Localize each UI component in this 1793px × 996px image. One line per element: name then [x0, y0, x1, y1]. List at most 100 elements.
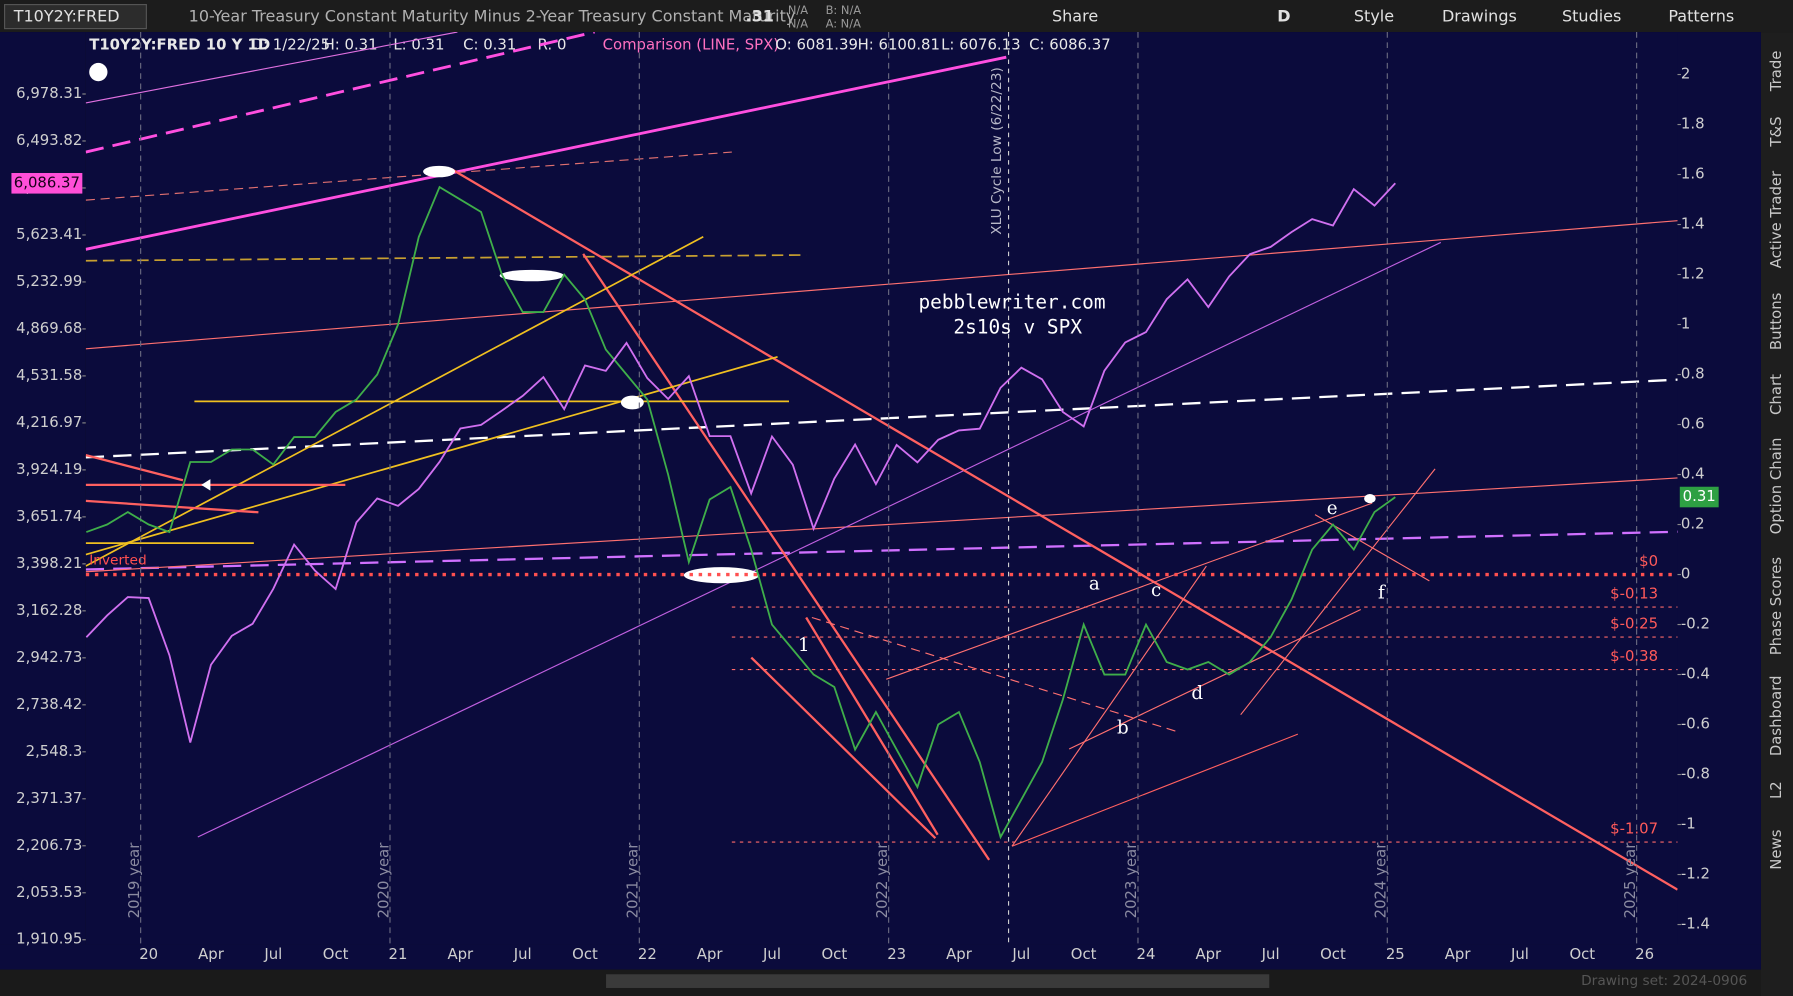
x-tick-label: Oct — [323, 945, 349, 963]
x-tick-label: Apr — [447, 945, 474, 963]
trendline — [85, 499, 259, 514]
y-tick-label: 2,942.73 — [16, 648, 82, 666]
scroll-thumb[interactable] — [606, 974, 1270, 988]
left-axis-area — [0, 32, 86, 945]
y-tick-label: 3,924.19 — [16, 460, 82, 478]
wave-label: b — [1117, 717, 1129, 738]
y-tick-label: 1,910.95 — [16, 930, 82, 948]
comparison-field: L: 6076.13 — [941, 36, 1020, 54]
comparison-label: Comparison (LINE, SPX) — [603, 36, 779, 54]
quote: B: N/A — [826, 3, 862, 17]
sidebar-tab[interactable]: Option Chain — [1767, 438, 1785, 535]
last-value-tag — [1679, 486, 1719, 508]
sidebar-tab[interactable]: Active Trader — [1767, 170, 1785, 268]
wave-label: c — [1151, 580, 1161, 601]
sidebar — [1760, 32, 1793, 996]
level-label: $0 — [1639, 552, 1658, 570]
trendline — [85, 55, 1007, 251]
level-label: $-1.07 — [1610, 819, 1658, 837]
trendline — [750, 656, 937, 840]
y2-tick-label: -0.8 — [1681, 765, 1710, 783]
marker — [683, 567, 760, 584]
series-line — [85, 182, 1396, 743]
x-tick-label: 21 — [389, 945, 408, 963]
symbol-box[interactable] — [4, 4, 147, 30]
x-tick-label: Oct — [821, 945, 847, 963]
trendline — [197, 241, 1442, 838]
drawings-button[interactable]: Drawings — [1442, 7, 1517, 26]
y-tick-label: 2,371.37 — [16, 789, 82, 807]
trendline — [886, 502, 1373, 680]
share-button[interactable]: Share — [1052, 7, 1098, 26]
y2-tick-label: -1.4 — [1681, 915, 1710, 933]
symbol[interactable]: T10Y2Y:FRED — [13, 7, 120, 26]
sidebar-tab[interactable]: L2 — [1767, 781, 1785, 799]
y2-tick-label: 0.6 — [1681, 415, 1705, 433]
y2-tick-label: -0.4 — [1681, 665, 1710, 683]
x-tick-label: Apr — [697, 945, 724, 963]
x-tick-label: Jul — [762, 945, 781, 963]
sidebar-tab[interactable]: Dashboard — [1767, 676, 1785, 757]
x-tick-label: Jul — [1510, 945, 1529, 963]
header-field: H: 0.31 — [324, 36, 378, 54]
y2-tick-label: -1.2 — [1681, 865, 1710, 883]
sidebar-tab[interactable]: T&S — [1767, 116, 1785, 147]
drawings — [85, 32, 1678, 945]
trendline — [85, 378, 1678, 459]
y2-tick-label: 2 — [1681, 65, 1690, 83]
wave-label: a — [1089, 573, 1100, 594]
toolbar — [0, 0, 1793, 33]
y-tick-label: 6,493.82 — [16, 131, 82, 149]
marker — [1364, 493, 1376, 504]
trendline — [811, 616, 1178, 733]
level-label: $-0.38 — [1610, 647, 1658, 665]
quote: N/A — [788, 3, 808, 17]
trendline — [85, 254, 807, 262]
quote: A: N/A — [826, 17, 861, 31]
sidebar-tab[interactable]: Trade — [1767, 51, 1785, 93]
trendline — [1011, 565, 1207, 847]
y-tick-label: 2,053.53 — [16, 883, 82, 901]
x-tick-label: Jul — [263, 945, 282, 963]
sidebar-tabs: Trade T&S Active Trader Buttons Chart Op… — [1767, 51, 1785, 870]
sidebar-tab[interactable]: Phase Scores — [1767, 557, 1785, 656]
y2-tick-label: 0 — [1681, 565, 1690, 583]
sidebar-tab[interactable]: Buttons — [1767, 292, 1785, 350]
y2-tick-label: 1 — [1681, 315, 1690, 333]
trendline — [85, 454, 184, 482]
y2-tick-label: 1.6 — [1681, 165, 1705, 183]
year-label: 2023 year — [1122, 842, 1140, 919]
y2-tick-label: -0.6 — [1681, 715, 1710, 733]
x-tick-label: Jul — [1261, 945, 1280, 963]
sidebar-tab[interactable]: Chart — [1767, 374, 1785, 415]
marker — [620, 395, 644, 410]
wave-label: e — [1327, 498, 1338, 519]
quote: N/A — [788, 17, 808, 31]
x-tick-label: Apr — [946, 945, 973, 963]
trendline — [1240, 468, 1436, 716]
x-tick-label: Apr — [1195, 945, 1222, 963]
last-value-label: 0.31 — [1683, 487, 1716, 505]
alert-icon[interactable] — [89, 62, 108, 82]
trendline — [451, 168, 1678, 891]
x-tick-label: Apr — [198, 945, 225, 963]
trendline — [1011, 733, 1299, 847]
x-tick-label: Oct — [1071, 945, 1097, 963]
y-tick-label: 3,162.28 — [16, 601, 82, 619]
header-field: R: 0 — [537, 36, 566, 54]
x-axis-area — [0, 944, 1761, 970]
period-button[interactable]: D — [1277, 7, 1290, 26]
series — [85, 182, 1396, 840]
y2-tick-label: 0.2 — [1681, 515, 1705, 533]
patterns-button[interactable]: Patterns — [1668, 7, 1734, 26]
x-tick-label: 24 — [1137, 945, 1156, 963]
style-button[interactable]: Style — [1354, 7, 1394, 26]
studies-button[interactable]: Studies — [1562, 7, 1621, 26]
x-tick-label: 20 — [139, 945, 158, 963]
header-field: L: 0.31 — [393, 36, 444, 54]
y2-tick-label: -1 — [1681, 815, 1696, 833]
watermark: pebblewriter.com — [918, 291, 1105, 314]
sidebar-tab[interactable]: News — [1767, 829, 1785, 869]
y2-tick-label: 0.4 — [1681, 465, 1705, 483]
x-tick-label: Jul — [1011, 945, 1030, 963]
